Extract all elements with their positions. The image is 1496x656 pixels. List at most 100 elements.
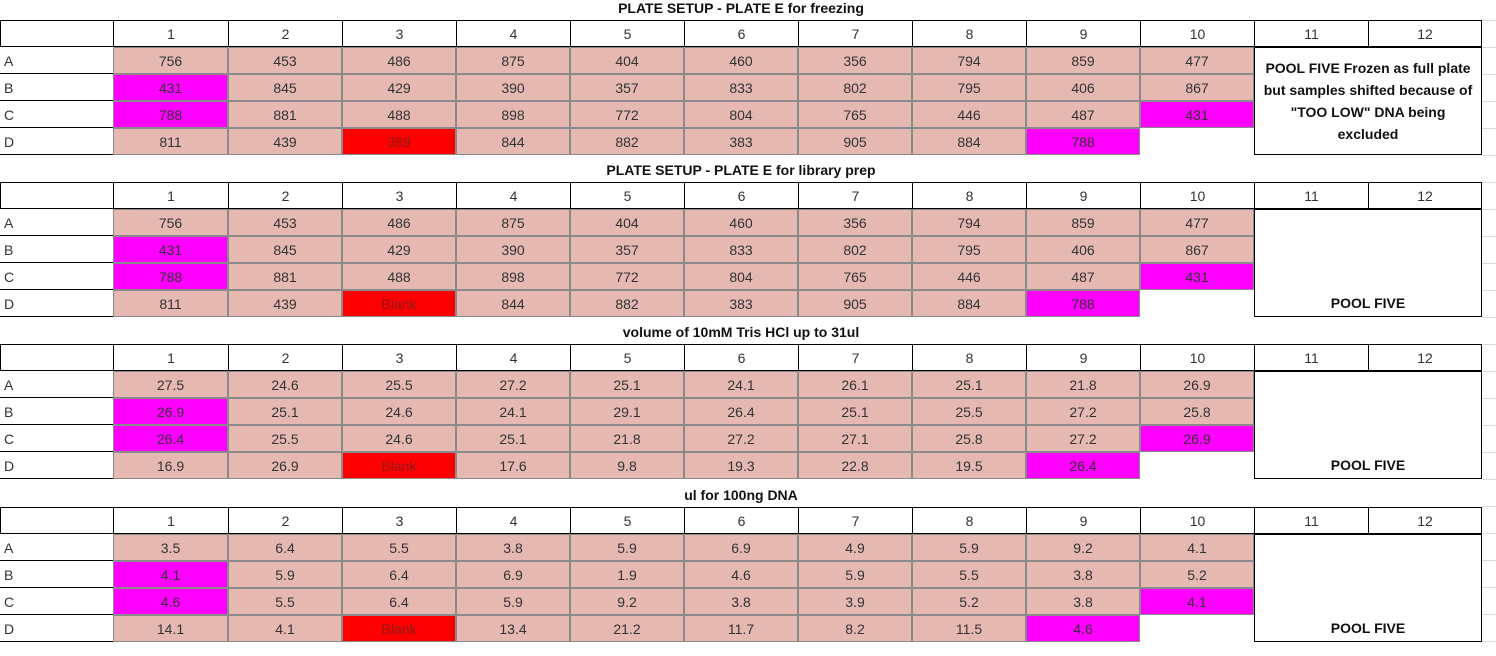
data-cell[interactable]: 804 — [684, 101, 798, 128]
data-cell[interactable]: 25.5 — [912, 398, 1026, 425]
data-cell[interactable]: 25.1 — [798, 398, 912, 425]
data-cell[interactable]: 3.8 — [684, 588, 798, 615]
column-header-cell[interactable]: 7 — [798, 344, 912, 371]
data-cell[interactable]: 802 — [798, 74, 912, 101]
row-label[interactable]: D — [4, 295, 15, 312]
data-cell[interactable]: 5.9 — [228, 561, 342, 588]
data-cell[interactable]: 487 — [1026, 263, 1140, 290]
data-cell[interactable]: 21.2 — [570, 615, 684, 642]
data-cell[interactable]: 788 — [1026, 128, 1140, 155]
data-cell[interactable]: 477 — [1140, 47, 1254, 74]
data-cell[interactable]: 25.5 — [342, 371, 456, 398]
data-cell[interactable]: Blank — [342, 290, 456, 317]
data-cell[interactable]: 802 — [798, 236, 912, 263]
data-cell[interactable]: Blank — [342, 615, 456, 642]
column-header-cell[interactable]: 11 — [1254, 507, 1368, 534]
data-cell[interactable]: 884 — [912, 290, 1026, 317]
data-cell[interactable]: 439 — [228, 128, 342, 155]
data-cell[interactable]: 844 — [456, 128, 570, 155]
header-corner-cell[interactable] — [0, 344, 113, 371]
data-cell[interactable]: 5.9 — [798, 561, 912, 588]
data-cell[interactable]: 24.6 — [342, 398, 456, 425]
data-cell[interactable]: 460 — [684, 209, 798, 236]
data-cell[interactable]: 4.1 — [228, 615, 342, 642]
data-cell[interactable]: 26.9 — [1140, 425, 1254, 452]
data-cell[interactable]: 453 — [228, 209, 342, 236]
data-cell[interactable]: 389 — [342, 128, 456, 155]
data-cell[interactable]: 27.2 — [456, 371, 570, 398]
data-cell[interactable]: 431 — [113, 236, 228, 263]
data-cell[interactable]: 390 — [456, 74, 570, 101]
data-cell[interactable]: 5.9 — [912, 534, 1026, 561]
data-cell[interactable] — [1140, 452, 1254, 479]
data-cell[interactable]: 3.9 — [798, 588, 912, 615]
data-cell[interactable]: 1.9 — [570, 561, 684, 588]
data-cell[interactable]: 19.5 — [912, 452, 1026, 479]
data-cell[interactable]: 5.2 — [912, 588, 1026, 615]
row-label[interactable]: B — [4, 241, 14, 258]
data-cell[interactable]: 383 — [684, 128, 798, 155]
row-label[interactable]: D — [4, 620, 15, 637]
row-label[interactable]: D — [4, 133, 15, 150]
data-cell[interactable] — [1140, 290, 1254, 317]
data-cell[interactable]: 11.5 — [912, 615, 1026, 642]
data-cell[interactable]: 881 — [228, 101, 342, 128]
data-cell[interactable]: 6.4 — [342, 588, 456, 615]
header-corner-cell[interactable] — [0, 182, 113, 209]
row-label[interactable]: B — [4, 79, 14, 96]
data-cell[interactable]: 788 — [1026, 290, 1140, 317]
data-cell[interactable]: 845 — [228, 236, 342, 263]
data-cell[interactable]: 383 — [684, 290, 798, 317]
data-cell[interactable]: 431 — [1140, 101, 1254, 128]
data-cell[interactable]: 3.8 — [1026, 561, 1140, 588]
data-cell[interactable]: 24.1 — [684, 371, 798, 398]
data-cell[interactable] — [1140, 615, 1254, 642]
data-cell[interactable]: 882 — [570, 290, 684, 317]
column-header-cell[interactable]: 7 — [798, 182, 912, 209]
data-cell[interactable]: 27.2 — [1026, 398, 1140, 425]
data-cell[interactable]: 446 — [912, 101, 1026, 128]
column-header-cell[interactable]: 6 — [684, 344, 798, 371]
data-cell[interactable]: 429 — [342, 236, 456, 263]
data-cell[interactable]: 406 — [1026, 74, 1140, 101]
data-cell[interactable]: 9.2 — [1026, 534, 1140, 561]
row-label[interactable]: C — [4, 106, 15, 123]
header-corner-cell[interactable] — [0, 20, 113, 47]
data-cell[interactable]: 26.9 — [228, 452, 342, 479]
row-label[interactable]: B — [4, 403, 14, 420]
column-header-cell[interactable]: 7 — [798, 20, 912, 47]
data-cell[interactable]: 27.2 — [684, 425, 798, 452]
column-header-cell[interactable]: 10 — [1140, 507, 1254, 534]
column-header-cell[interactable]: 5 — [570, 344, 684, 371]
data-cell[interactable]: 5.5 — [912, 561, 1026, 588]
data-cell[interactable]: 5.9 — [570, 534, 684, 561]
data-cell[interactable]: 833 — [684, 236, 798, 263]
data-cell[interactable]: 867 — [1140, 236, 1254, 263]
data-cell[interactable]: 794 — [912, 209, 1026, 236]
column-header-cell[interactable]: 10 — [1140, 182, 1254, 209]
data-cell[interactable]: 3.5 — [113, 534, 228, 561]
column-header-cell[interactable]: 5 — [570, 182, 684, 209]
row-label[interactable]: B — [4, 566, 14, 583]
data-cell[interactable]: 357 — [570, 236, 684, 263]
data-cell[interactable]: 859 — [1026, 209, 1140, 236]
data-cell[interactable]: 477 — [1140, 209, 1254, 236]
column-header-cell[interactable]: 5 — [570, 507, 684, 534]
row-label[interactable]: A — [4, 52, 14, 69]
data-cell[interactable]: 429 — [342, 74, 456, 101]
column-header-cell[interactable]: 3 — [342, 507, 456, 534]
data-cell[interactable]: 26.9 — [1140, 371, 1254, 398]
data-cell[interactable]: 884 — [912, 128, 1026, 155]
column-header-cell[interactable]: 12 — [1368, 344, 1482, 371]
data-cell[interactable]: 19.3 — [684, 452, 798, 479]
column-header-cell[interactable]: 4 — [456, 20, 570, 47]
data-cell[interactable]: 431 — [1140, 263, 1254, 290]
row-label[interactable]: C — [4, 430, 15, 447]
column-header-cell[interactable]: 2 — [228, 344, 342, 371]
column-header-cell[interactable]: 1 — [113, 507, 228, 534]
data-cell[interactable]: 905 — [798, 128, 912, 155]
data-cell[interactable]: 25.8 — [1140, 398, 1254, 425]
data-cell[interactable]: 756 — [113, 47, 228, 74]
column-header-cell[interactable]: 9 — [1026, 344, 1140, 371]
data-cell[interactable]: 446 — [912, 263, 1026, 290]
